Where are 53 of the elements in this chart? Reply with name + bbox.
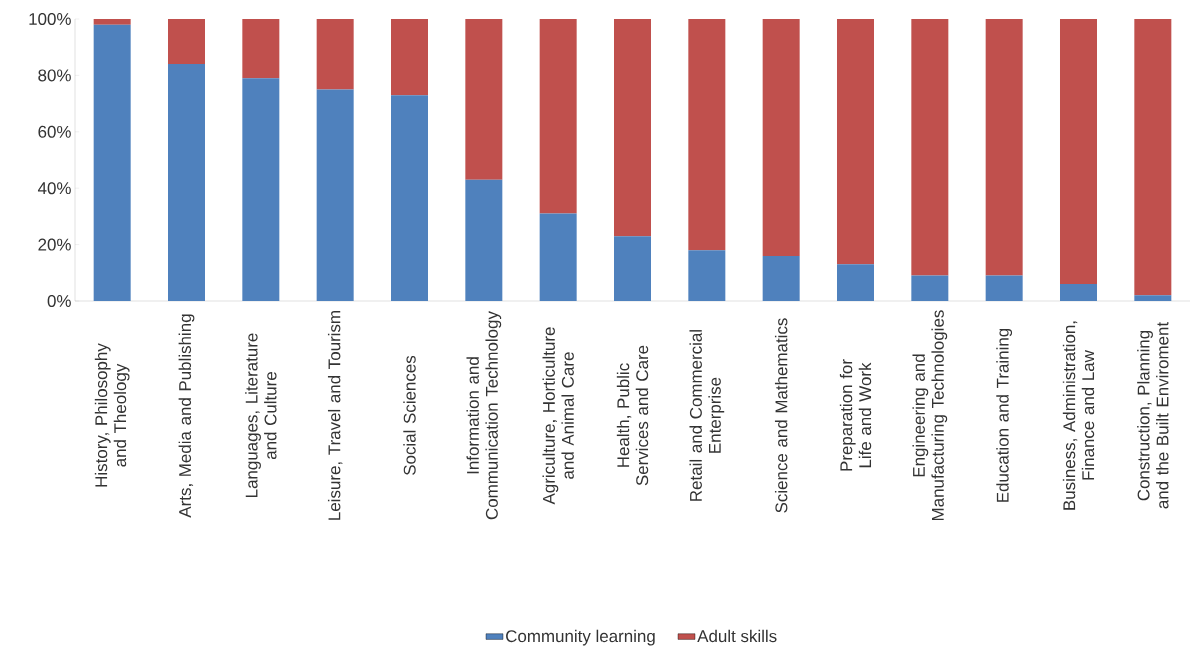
legend-label: Community learning	[506, 629, 655, 646]
y-tick-label: 80%	[38, 69, 71, 82]
x-tick-label: Science and Mathematics	[774, 318, 788, 513]
x-tick-label: Preparation for Life and Work	[839, 359, 872, 471]
x-tick-label: Retail and Commercial Enterprise	[689, 330, 725, 501]
bar	[762, 19, 800, 256]
y-tick-label: 40%	[37, 182, 71, 195]
y-tick-label: 100%	[29, 13, 71, 25]
bar	[242, 78, 280, 301]
bar	[465, 19, 503, 180]
y-tick-label: 0%	[47, 295, 71, 307]
bar	[391, 19, 428, 96]
bar	[168, 64, 205, 301]
bar	[316, 89, 354, 301]
x-tick-label: Construction, Planning and the Built Enviroment	[1137, 322, 1169, 509]
bar	[1134, 295, 1172, 301]
bar	[837, 19, 874, 265]
x-tick-label: History, Philosophy and Theology	[94, 343, 130, 487]
bar	[93, 19, 131, 25]
y-tick-label: 60%	[38, 125, 71, 138]
bar	[242, 19, 280, 79]
bar	[762, 255, 800, 301]
bar	[539, 213, 577, 301]
bar	[614, 236, 651, 301]
x-tick-label: Agriculture, Horticulture and Animal Care	[542, 327, 574, 505]
bar	[1060, 19, 1097, 285]
x-tick-label: Business, Administration, Finance and Law	[1062, 321, 1095, 510]
bar	[614, 19, 651, 237]
x-tick-label: Arts, Media and Publishing	[178, 314, 195, 518]
bar	[985, 19, 1023, 276]
x-tick-label: Health, Public Services and Care	[616, 345, 649, 486]
bar	[911, 19, 949, 276]
bar	[688, 19, 726, 251]
x-tick-label: Social Sciences	[403, 355, 416, 475]
bar	[391, 95, 428, 301]
bar	[316, 19, 354, 90]
x-tick-label: Leisure, Travel and Tourism	[327, 311, 343, 520]
bar	[168, 19, 205, 65]
x-tick-label: Languages, Literature and Culture	[245, 333, 277, 497]
bar	[837, 264, 874, 301]
bar	[985, 275, 1023, 301]
bar	[1060, 284, 1097, 301]
x-tick-label: Education and Training	[996, 328, 1013, 502]
x-tick-label: Information and Communication Technology	[466, 311, 502, 520]
bar	[465, 179, 503, 301]
y-tick-label: 20%	[38, 238, 71, 251]
bar	[1134, 19, 1172, 296]
bar	[93, 24, 131, 301]
bar	[688, 250, 726, 301]
bar	[911, 275, 949, 301]
legend-label: Adult skills	[697, 629, 777, 643]
bar	[539, 19, 577, 214]
x-tick-label: Engineering and Manufacturing Technologies	[912, 310, 948, 521]
